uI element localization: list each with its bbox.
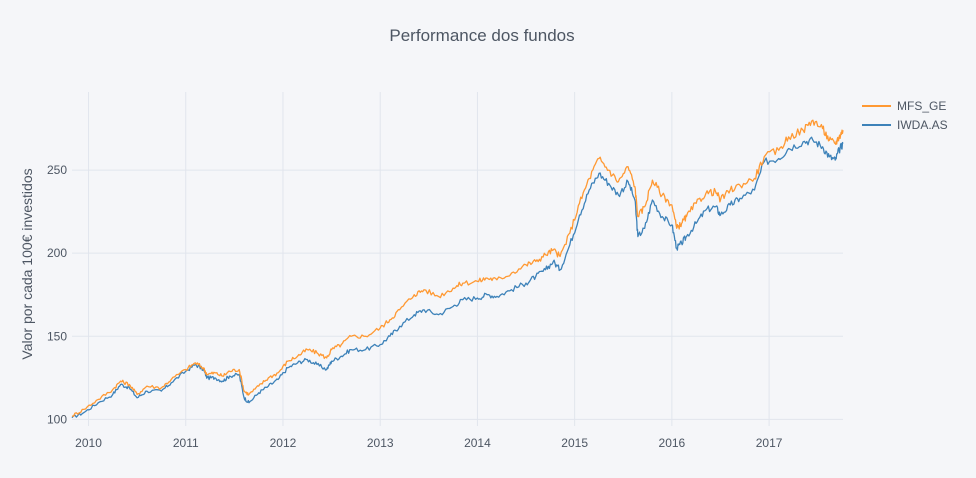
series-line-mfs-ge bbox=[71, 119, 844, 417]
y-axis-ticks: 100 150 200 250 bbox=[47, 163, 67, 426]
series-line-iwda-as bbox=[71, 136, 844, 419]
series-lines bbox=[71, 119, 844, 419]
legend[interactable]: MFS_GE IWDA.AS bbox=[862, 99, 948, 132]
x-tick-2017: 2017 bbox=[756, 436, 783, 450]
y-tick-100: 100 bbox=[47, 412, 67, 426]
x-gridlines bbox=[88, 92, 770, 426]
x-tick-2014: 2014 bbox=[464, 436, 491, 450]
legend-item-iwda-as[interactable]: IWDA.AS bbox=[862, 118, 948, 132]
legend-label: MFS_GE bbox=[897, 99, 946, 113]
x-axis-ticks: 2010 2011 2012 2013 2014 2015 2016 2017 bbox=[75, 436, 783, 450]
y-tick-150: 150 bbox=[47, 329, 67, 343]
y-tick-250: 250 bbox=[47, 163, 67, 177]
x-tick-2013: 2013 bbox=[367, 436, 394, 450]
x-tick-2010: 2010 bbox=[75, 436, 102, 450]
legend-label: IWDA.AS bbox=[897, 118, 948, 132]
y-tick-200: 200 bbox=[47, 246, 67, 260]
x-tick-2015: 2015 bbox=[561, 436, 588, 450]
x-tick-2016: 2016 bbox=[659, 436, 686, 450]
y-gridlines bbox=[72, 169, 843, 420]
y-axis-label: Valor por cada 100€ investidos bbox=[19, 168, 35, 359]
x-tick-2012: 2012 bbox=[270, 436, 297, 450]
legend-item-mfs-ge[interactable]: MFS_GE bbox=[862, 99, 946, 113]
chart-title: Performance dos fundos bbox=[389, 26, 574, 45]
x-tick-2011: 2011 bbox=[173, 436, 199, 450]
